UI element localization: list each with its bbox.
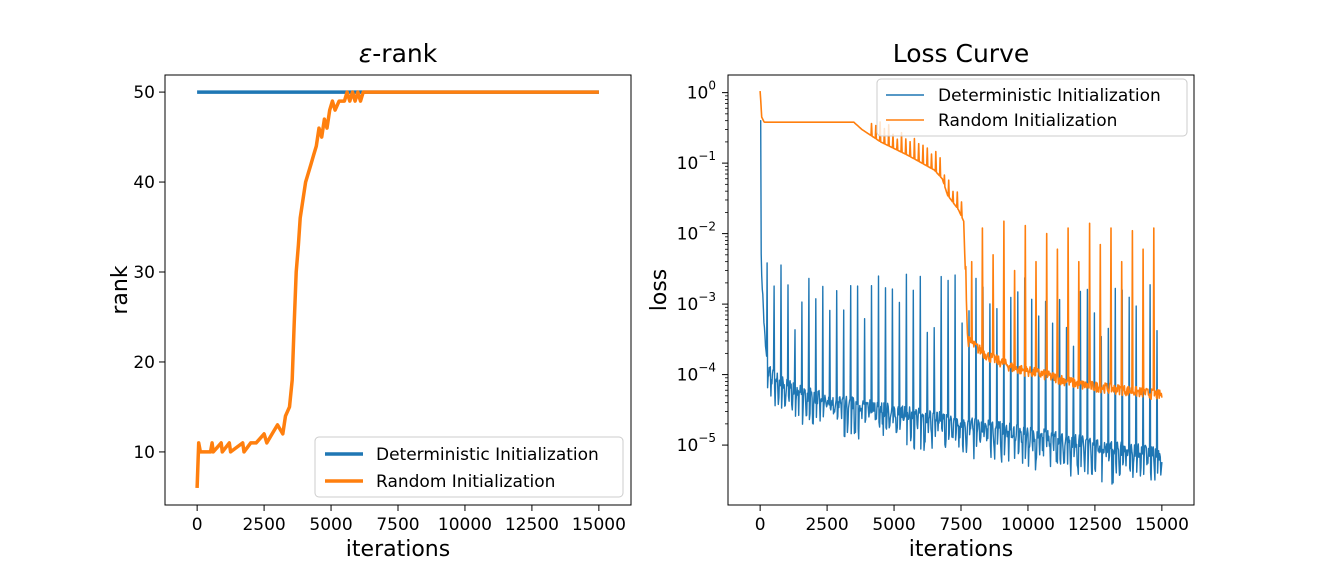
loss-y-tick-label: 10−3 <box>677 290 716 315</box>
loss-chart: Loss Curve 0 2500 5000 7500 10000 12500 15000 … <box>647 39 1195 562</box>
loss-chart-title: Loss Curve <box>893 39 1030 68</box>
rank-y-tick-label: 40 <box>133 173 155 193</box>
loss-y-tick-label: 10−2 <box>677 220 716 245</box>
rank-chart: ε-rank 0 2500 5000 7500 10000 12500 15000 10 20… <box>108 39 632 562</box>
rank-x-tick-label: 12500 <box>505 515 559 535</box>
rank-legend-box <box>314 436 624 498</box>
loss-y-tick-exponent: −4 <box>698 361 716 375</box>
loss-legend-label-random: Random Initialization <box>938 111 1117 131</box>
rank-x-tick-label: 7500 <box>376 515 419 535</box>
rank-x-axis-label: iterations <box>346 537 450 562</box>
rank-x-tick-label: 15000 <box>572 515 626 535</box>
loss-y-tick-label: 10−5 <box>677 431 716 456</box>
loss-y-tick-label: 10−4 <box>677 361 716 386</box>
loss-legend-label-deterministic: Deterministic Initialization <box>938 86 1161 106</box>
loss-y-axis-label: loss <box>647 269 672 312</box>
loss-plot-area <box>759 91 1163 485</box>
rank-series-random-line <box>195 90 599 488</box>
rank-x-tick-label: 10000 <box>438 515 492 535</box>
loss-series-deterministic-line <box>760 120 1163 485</box>
loss-legend: Deterministic Initialization Random Init… <box>876 78 1188 137</box>
loss-series-random-line <box>759 91 1163 400</box>
loss-x-tick-label: 7500 <box>939 515 982 535</box>
rank-x-tick-label: 5000 <box>309 515 352 535</box>
loss-axes-frame <box>727 74 1195 506</box>
rank-y-tick-label: 30 <box>133 263 155 283</box>
rank-chart-title: ε-rank <box>359 39 438 68</box>
loss-y-tick-exponent: −5 <box>698 431 716 445</box>
loss-y-tick-label: 100 <box>687 79 716 104</box>
loss-legend-box <box>876 78 1188 137</box>
loss-x-tick-label: 5000 <box>872 515 915 535</box>
rank-x-ticks: 0 2500 5000 7500 10000 12500 15000 <box>192 505 626 535</box>
loss-y-tick-base: 10 <box>677 225 699 245</box>
loss-y-tick-exponent: 0 <box>708 79 716 93</box>
loss-x-ticks: 0 2500 5000 7500 10000 12500 15000 <box>755 505 1189 535</box>
loss-y-tick-base: 10 <box>677 295 699 315</box>
rank-y-tick-label: 10 <box>133 443 155 463</box>
loss-y-tick-exponent: −1 <box>698 149 716 163</box>
rank-legend: Deterministic Initialization Random Init… <box>314 436 624 498</box>
loss-y-tick-exponent: −2 <box>698 220 716 234</box>
rank-y-ticks: 10 20 30 40 50 <box>133 83 165 463</box>
loss-y-tick-base: 10 <box>687 84 709 104</box>
loss-y-tick-base: 10 <box>677 436 699 456</box>
rank-y-tick-label: 20 <box>133 353 155 373</box>
loss-x-tick-label: 2500 <box>805 515 848 535</box>
rank-y-tick-label: 50 <box>133 83 155 103</box>
rank-y-axis-label: rank <box>108 265 133 314</box>
rank-legend-label-deterministic: Deterministic Initialization <box>376 445 599 465</box>
loss-x-axis-label: iterations <box>909 537 1013 562</box>
loss-x-tick-label: 15000 <box>1135 515 1189 535</box>
loss-y-tick-exponent: −3 <box>698 290 716 304</box>
loss-y-tick-label: 10−1 <box>677 149 716 174</box>
rank-plot-area <box>195 90 599 488</box>
loss-x-tick-label: 12500 <box>1068 515 1122 535</box>
rank-x-tick-label: 2500 <box>242 515 285 535</box>
loss-x-tick-label: 0 <box>755 515 766 535</box>
rank-x-tick-label: 0 <box>192 515 203 535</box>
loss-y-tick-base: 10 <box>677 366 699 386</box>
rank-legend-label-random: Random Initialization <box>376 472 555 492</box>
loss-x-tick-label: 10000 <box>1001 515 1055 535</box>
loss-y-tick-base: 10 <box>677 154 699 174</box>
